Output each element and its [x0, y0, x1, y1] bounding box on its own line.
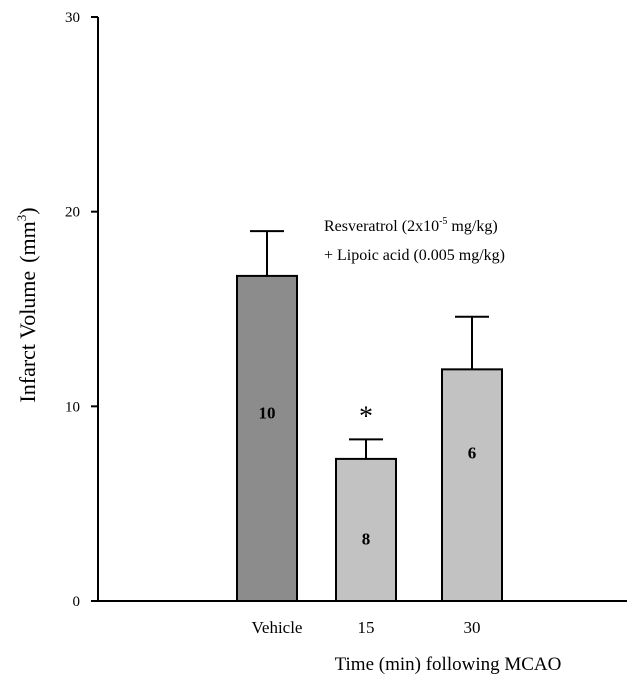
- y-tick-label: 20: [65, 205, 80, 221]
- y-tick-label: 0: [73, 594, 81, 610]
- x-axis-label: Time (min) following MCAO: [335, 654, 562, 675]
- x-tick-label: 30: [464, 618, 481, 637]
- y-axis-label: Infarct Volume(mm3): [14, 207, 40, 402]
- y-tick-label: 10: [65, 399, 80, 415]
- bar-labels: 10 8 6: [259, 403, 477, 548]
- y-ticks: 0 10 20 30: [65, 10, 98, 610]
- bar-3: [441, 368, 503, 603]
- x-tick-labels: Vehicle 15 30: [252, 618, 481, 637]
- x-tick-label: 15: [358, 618, 375, 637]
- bars: [236, 274, 503, 603]
- bar-label: 10: [259, 403, 276, 422]
- annotation-line-2: + Lipoic acid (0.005 mg/kg): [324, 247, 505, 264]
- significance-mark: *: [359, 401, 373, 432]
- significance-marks: *: [359, 401, 373, 432]
- bar-1: [236, 274, 298, 602]
- annotation-line-1: Resveratrol (2x10-5 mg/kg): [324, 216, 498, 235]
- bar-2: [335, 457, 397, 603]
- error-bars: [250, 230, 489, 459]
- x-tick-label: Vehicle: [252, 618, 303, 637]
- bar-label: 8: [362, 529, 371, 548]
- y-tick-label: 30: [65, 10, 80, 26]
- bar-label: 6: [468, 444, 477, 463]
